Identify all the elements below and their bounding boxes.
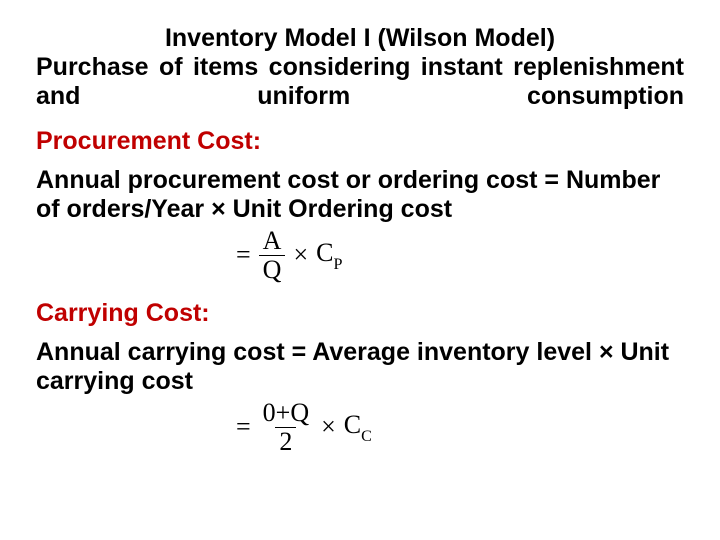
section-heading-carrying: Carrying Cost: xyxy=(36,299,684,328)
procurement-formula: = A Q × CP xyxy=(236,228,684,283)
formula-numerator: 0+Q xyxy=(259,400,313,427)
formula-fraction: 0+Q 2 xyxy=(259,400,313,455)
formula-operator: × xyxy=(293,241,308,270)
formula-numerator: A xyxy=(259,228,286,255)
formula-fraction: A Q xyxy=(259,228,286,283)
formula-rhs-base: C xyxy=(344,410,361,439)
formula-rhs: CP xyxy=(316,239,342,272)
formula-eq: = xyxy=(236,413,251,442)
formula-rhs-sub: P xyxy=(333,256,342,273)
slide-page: Inventory Model I (Wilson Model) Purchas… xyxy=(0,0,720,483)
formula-eq: = xyxy=(236,241,251,270)
carrying-formula: = 0+Q 2 × CC xyxy=(236,400,684,455)
formula-rhs: CC xyxy=(344,411,372,444)
slide-subtitle: Purchase of items considering instant re… xyxy=(36,53,684,111)
section-heading-procurement: Procurement Cost: xyxy=(36,127,684,156)
carrying-text: Annual carrying cost = Average inventory… xyxy=(36,338,684,396)
formula-denominator: Q xyxy=(259,255,286,283)
procurement-text: Annual procurement cost or ordering cost… xyxy=(36,166,684,224)
slide-title: Inventory Model I (Wilson Model) xyxy=(36,24,684,53)
formula-rhs-sub: C xyxy=(361,428,372,445)
formula-rhs-base: C xyxy=(316,238,333,267)
formula-operator: × xyxy=(321,413,336,442)
formula-denominator: 2 xyxy=(275,427,296,455)
